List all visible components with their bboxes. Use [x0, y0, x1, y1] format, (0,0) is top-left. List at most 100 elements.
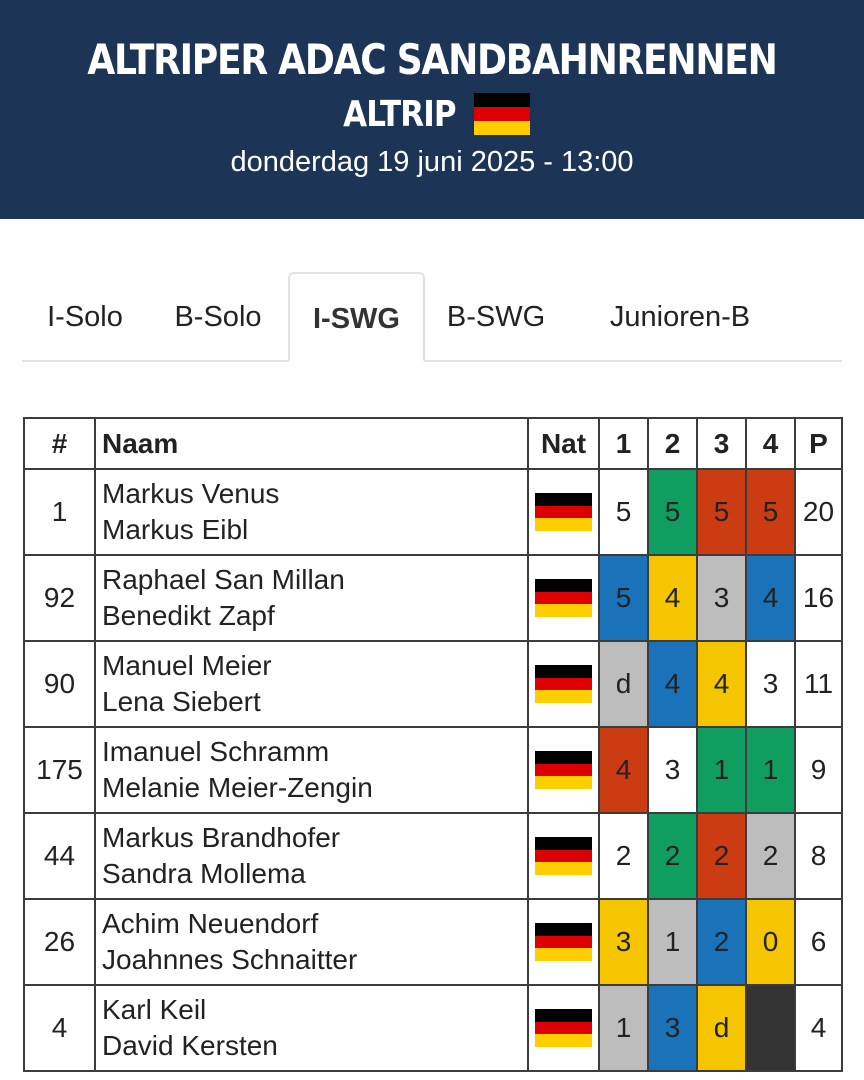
location-row: ALTRIP [0, 92, 864, 136]
heat-4-score: 2 [745, 812, 796, 900]
start-number: 4 [23, 984, 96, 1072]
heat-3-score: 3 [696, 554, 747, 642]
total-points: 8 [794, 812, 843, 900]
tab-b-swg[interactable]: B-SWG [446, 301, 546, 333]
team-names: Imanuel Schramm Melanie Meier-Zengin [94, 726, 529, 814]
start-number: 26 [23, 898, 96, 986]
table-row: 90 Manuel Meier Lena Siebert d 4 4 3 11 [23, 640, 843, 728]
passenger-name: Markus Eibl [102, 514, 249, 545]
table-row: 1 Markus Venus Markus Eibl 5 5 5 5 20 [23, 468, 843, 556]
total-points: 11 [794, 640, 843, 728]
germany-flag-icon [535, 493, 592, 531]
heat-1-score: d [598, 640, 649, 728]
passenger-name: David Kersten [102, 1030, 278, 1061]
rider-name: Markus Venus [102, 478, 280, 509]
column-header-heat-2: 2 [647, 417, 698, 470]
table-row: 175 Imanuel Schramm Melanie Meier-Zengin 4 3… [23, 726, 843, 814]
rider-name: Imanuel Schramm [102, 736, 330, 767]
table-row: 44 Markus Brandhofer Sandra Mollema 2 2 2 2 8 [23, 812, 843, 900]
tab-i-solo[interactable]: I-Solo [47, 301, 123, 333]
event-header: ALTRIPER ADAC SANDBAHNRENNEN ALTRIP dond… [0, 0, 864, 219]
heat-2-score: 2 [647, 812, 698, 900]
heat-2-score: 4 [647, 640, 698, 728]
start-number: 175 [23, 726, 96, 814]
team-names: Karl Keil David Kersten [94, 984, 529, 1072]
total-points: 16 [794, 554, 843, 642]
column-header-number: # [23, 417, 96, 470]
team-names: Markus Brandhofer Sandra Mollema [94, 812, 529, 900]
heat-4-score: 1 [745, 726, 796, 814]
passenger-name: Benedikt Zapf [102, 600, 275, 631]
table-row: 26 Achim Neuendorf Joahnnes Schnaitter 3 1 2 0… [23, 898, 843, 986]
heat-3-score: d [696, 984, 747, 1072]
table-row: 92 Raphael San Millan Benedikt Zapf 5 4 3 4 16 [23, 554, 843, 642]
column-header-points: P [794, 417, 843, 470]
nationality [527, 984, 600, 1072]
heat-1-score: 1 [598, 984, 649, 1072]
rider-name: Manuel Meier [102, 650, 272, 681]
heat-3-score: 5 [696, 468, 747, 556]
passenger-name: Sandra Mollema [102, 858, 306, 889]
team-names: Raphael San Millan Benedikt Zapf [94, 554, 529, 642]
tab-junioren-b[interactable]: Junioren-B [609, 301, 751, 333]
nationality [527, 468, 600, 556]
column-header-heat-1: 1 [598, 417, 649, 470]
passenger-name: Melanie Meier-Zengin [102, 772, 373, 803]
heat-4-score: 4 [745, 554, 796, 642]
heat-1-score: 4 [598, 726, 649, 814]
heat-2-score: 1 [647, 898, 698, 986]
column-header-heat-4: 4 [745, 417, 796, 470]
heat-2-score: 4 [647, 554, 698, 642]
event-date: donderdag 19 juni 2025 - 13:00 [230, 146, 634, 178]
heat-1-score: 5 [598, 468, 649, 556]
results-table: # Naam Nat 1 2 3 4 P 1 Markus Venus Markus… [23, 417, 843, 1072]
heat-1-score: 5 [598, 554, 649, 642]
table-row: 4 Karl Keil David Kersten 1 3 d 4 [23, 984, 843, 1072]
total-points: 6 [794, 898, 843, 986]
heat-4-score: 3 [745, 640, 796, 728]
nationality [527, 726, 600, 814]
heat-1-score: 3 [598, 898, 649, 986]
germany-flag-icon [535, 923, 592, 961]
column-header-heat-3: 3 [696, 417, 747, 470]
heat-2-score: 3 [647, 984, 698, 1072]
start-number: 1 [23, 468, 96, 556]
event-location: ALTRIP [342, 93, 456, 135]
heat-2-score: 5 [647, 468, 698, 556]
start-number: 90 [23, 640, 96, 728]
column-header-name: Naam [94, 417, 529, 470]
total-points: 20 [794, 468, 843, 556]
heat-3-score: 4 [696, 640, 747, 728]
passenger-name: Joahnnes Schnaitter [102, 944, 358, 975]
table-header-row: # Naam Nat 1 2 3 4 P [23, 417, 843, 470]
germany-flag-icon [474, 93, 531, 135]
team-names: Achim Neuendorf Joahnnes Schnaitter [94, 898, 529, 986]
heat-3-score: 2 [696, 812, 747, 900]
germany-flag-icon [535, 1009, 592, 1047]
rider-name: Raphael San Millan [102, 564, 345, 595]
nationality [527, 640, 600, 728]
nationality [527, 812, 600, 900]
start-number: 44 [23, 812, 96, 900]
heat-1-score: 2 [598, 812, 649, 900]
heat-4-score [745, 984, 796, 1072]
class-tabs: I-Solo B-Solo I-SWG B-SWG Junioren-B [22, 272, 842, 362]
germany-flag-icon [535, 665, 592, 703]
heat-2-score: 3 [647, 726, 698, 814]
heat-4-score: 0 [745, 898, 796, 986]
start-number: 92 [23, 554, 96, 642]
rider-name: Karl Keil [102, 994, 207, 1025]
germany-flag-icon [535, 751, 592, 789]
total-points: 9 [794, 726, 843, 814]
column-header-nat: Nat [527, 417, 600, 470]
heat-4-score: 5 [745, 468, 796, 556]
heat-3-score: 1 [696, 726, 747, 814]
tab-b-solo[interactable]: B-Solo [174, 301, 262, 333]
nationality [527, 898, 600, 986]
heat-3-score: 2 [696, 898, 747, 986]
team-names: Markus Venus Markus Eibl [94, 468, 529, 556]
nationality [527, 554, 600, 642]
event-title: ALTRIPER ADAC SANDBAHNRENNEN [87, 35, 778, 84]
tab-i-swg[interactable]: I-SWG [288, 272, 425, 362]
passenger-name: Lena Siebert [102, 686, 261, 717]
